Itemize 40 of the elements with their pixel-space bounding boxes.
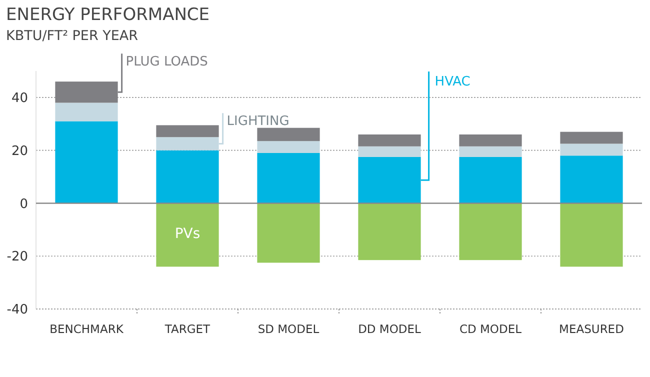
bar [560,156,623,204]
bar [358,203,421,260]
x-tick-label: DD MODEL [358,322,422,336]
bar [560,203,623,267]
series-label: PVs [174,226,200,242]
y-tick-label: -20 [6,250,28,265]
y-tick-label: 0 [20,196,28,212]
bar [55,121,118,204]
chart-subtitle: KBTU/FT² PER YEAR [6,28,138,44]
bar [358,146,421,157]
x-tick-label: SD MODEL [258,322,320,336]
bar [560,144,623,156]
text: HVAC [434,74,470,90]
bar [358,156,421,204]
bar [156,150,219,204]
bar [257,128,320,142]
bar [358,134,421,146]
x-tick-label: BENCHMARK [50,322,124,336]
y-tick-label: 20 [11,144,28,159]
legend-label: LIGHTING [226,114,290,130]
bar [459,156,522,204]
bar [459,203,522,260]
chart-title: ENERGY PERFORMANCE [6,5,210,25]
series-label: PLUG LOADS [126,54,208,70]
bar [55,102,118,122]
y-tick-label: -40 [6,302,28,318]
bar [560,132,623,144]
x-tick-label: CD MODEL [459,322,522,336]
bar [55,82,118,103]
bar [156,203,219,267]
x-tick-label: TARGET [164,322,212,336]
bar [156,125,219,138]
x-tick-label: MEASURED [559,322,624,336]
bar [459,146,522,157]
bar [257,152,320,204]
bar [257,141,320,153]
bar [257,203,320,263]
y-tick-label: 40 [11,90,28,106]
bar [459,134,522,146]
bar [156,137,219,150]
